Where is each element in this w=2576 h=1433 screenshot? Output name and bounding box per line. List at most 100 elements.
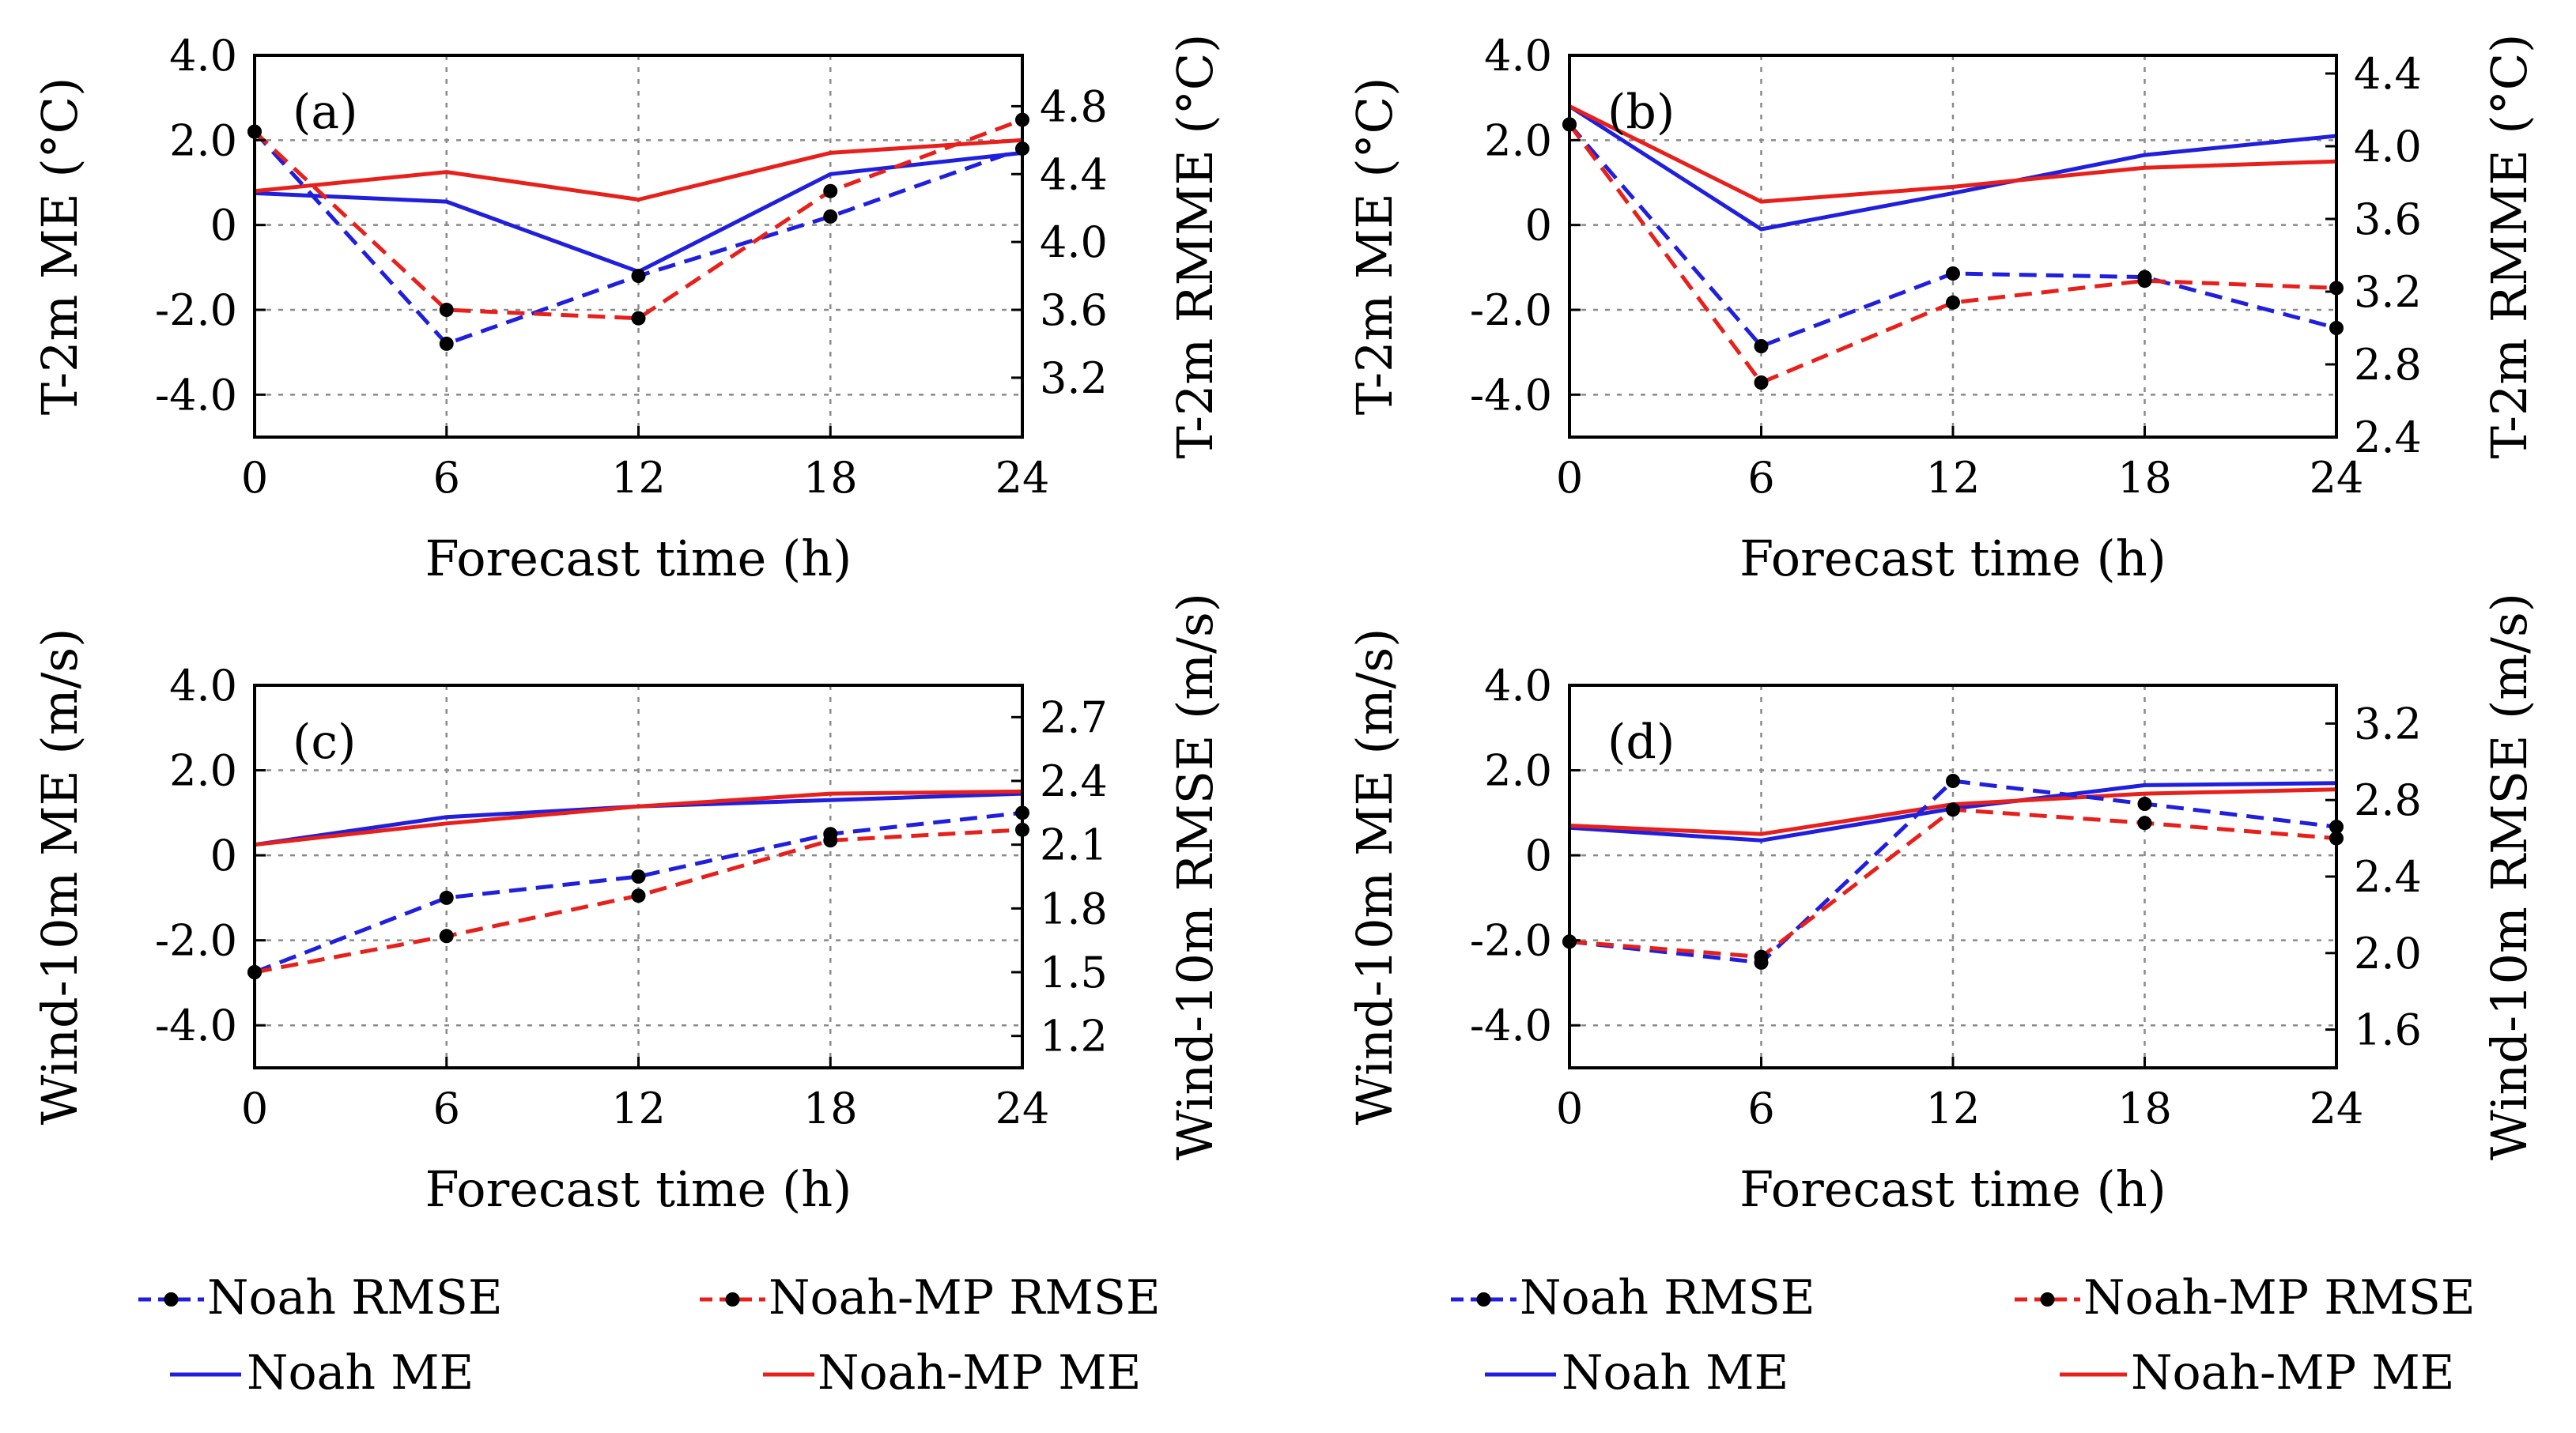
legend-marker-noah-mp-rmse	[725, 1292, 740, 1307]
y-left-tick-label: 2.0	[1484, 115, 1552, 165]
x-tick-label: 24	[995, 453, 1050, 503]
chart-panel-2: 0 6 12 18 24 4.0 2.0 0 -2.0 -4.0 4.4 4.0 3.6 3.2 2.8 2.…	[1346, 31, 2538, 587]
y-right-tick-label: 2.4	[2354, 852, 2422, 902]
y-left-tick-label: 4.0	[1484, 31, 1552, 81]
x-tick-label: 18	[2117, 1084, 2172, 1133]
chart-panel-1: 0 6 12 18 24 4.0 2.0 0 -2.0 -4.0 4.8 4.4 4.0 3.6 3.2 (a…	[31, 31, 1224, 587]
panel-label: (b)	[1607, 85, 1675, 140]
legend-label-noah-mp-rmse: Noah-MP RMSE	[769, 1270, 1161, 1326]
x-tick-label: 6	[1747, 453, 1774, 503]
data-point-noah-rmse	[1754, 339, 1769, 353]
data-point-noah-mp-rmse	[631, 311, 646, 326]
series-line-noah-mp-rmse	[253, 118, 1023, 321]
legend-label-noah-me: Noah ME	[247, 1345, 474, 1401]
y-right-tick-label: 3.2	[2354, 267, 2422, 317]
data-point-noah-rmse	[439, 890, 454, 905]
y-right-tick-label: 2.1	[1040, 820, 1108, 870]
x-tick-label: 18	[803, 1084, 858, 1133]
y-left-tick-label: -4.0	[1470, 1001, 1552, 1050]
data-point-noah-rmse	[1946, 774, 1960, 788]
legend-label-noah-me: Noah ME	[1562, 1345, 1788, 1401]
y-left-tick-label: 4.0	[169, 31, 237, 81]
y-left-axis-label: T-2m ME (°C)	[1346, 77, 1403, 416]
y-right-tick-label: 2.8	[2354, 340, 2422, 390]
legend-marker-noah-mp-rmse	[2040, 1292, 2055, 1307]
y-right-tick-label: 3.6	[2354, 194, 2422, 244]
x-axis-label: Forecast time (h)	[425, 1160, 852, 1218]
series-line-noah-mp-me	[254, 138, 1023, 202]
data-point-noah-mp-rmse	[631, 888, 646, 903]
series-line-noah-mp-me	[1568, 104, 2337, 204]
panel-label: (a)	[293, 85, 358, 140]
x-tick-label: 24	[2310, 1084, 2364, 1133]
x-tick-label: 12	[1926, 453, 1981, 503]
legend-label-noah-mp-me: Noah-MP ME	[2131, 1345, 2454, 1401]
legend-label-noah-mp-rmse: Noah-MP RMSE	[2083, 1270, 2476, 1326]
x-tick-label: 18	[803, 453, 858, 503]
x-axis-label: Forecast time (h)	[1739, 1160, 2166, 1218]
y-right-tick-label: 3.2	[1040, 353, 1108, 403]
y-right-tick-label: 3.2	[2354, 699, 2422, 749]
data-point-noah-mp-rmse	[1946, 295, 1960, 310]
data-point-noah-mp-rmse	[2137, 273, 2152, 288]
series-line-noah-mp-me	[254, 789, 1023, 847]
data-point-noah-mp-rmse	[439, 929, 454, 944]
panel-label: (d)	[1607, 715, 1675, 770]
y-right-axis-label: Wind-10m RMSE (m/s)	[1166, 593, 1224, 1160]
data-point-noah-mp-rmse	[823, 183, 838, 198]
legend-marker-noah-rmse	[1476, 1292, 1491, 1307]
x-tick-label: 0	[241, 453, 268, 503]
data-point-noah-rmse	[2137, 797, 2152, 812]
y-left-tick-label: -2.0	[155, 285, 237, 335]
y-right-tick-label: 2.7	[1040, 692, 1108, 742]
y-right-tick-label: 4.8	[1040, 81, 1108, 131]
x-tick-label: 12	[611, 453, 666, 503]
x-axis-label: Forecast time (h)	[425, 530, 852, 587]
y-right-axis-label: Wind-10m RMSE (m/s)	[2480, 593, 2538, 1160]
y-right-tick-label: 4.4	[2354, 49, 2422, 99]
chart-panel-3: 0 6 12 18 24 4.0 2.0 0 -2.0 -4.0 2.7 2.4 2.1 1.8 1.5 1.…	[31, 593, 1224, 1218]
x-tick-label: 0	[1556, 1084, 1583, 1133]
y-left-tick-label: 2.0	[169, 746, 237, 796]
x-tick-label: 24	[2310, 453, 2364, 503]
y-right-tick-label: 1.8	[1040, 884, 1108, 933]
series-line-noah-mp-rmse	[1567, 123, 2337, 385]
y-right-tick-label: 4.0	[1040, 217, 1108, 267]
y-left-tick-label: -2.0	[1470, 916, 1552, 966]
x-tick-label: 12	[611, 1084, 666, 1133]
x-tick-label: 0	[241, 1084, 268, 1133]
y-right-tick-label: 4.0	[2354, 122, 2422, 172]
data-point-noah-mp-rmse	[1946, 802, 1960, 817]
data-point-noah-rmse	[631, 269, 646, 284]
data-point-noah-rmse	[823, 209, 838, 224]
data-point-noah-rmse	[439, 336, 454, 351]
y-left-tick-label: -4.0	[155, 1001, 237, 1050]
y-left-tick-label: -4.0	[155, 370, 237, 420]
y-right-tick-label: 2.8	[2354, 775, 2422, 825]
x-tick-label: 18	[2117, 453, 2172, 503]
x-tick-label: 6	[433, 453, 460, 503]
y-right-axis-label: T-2m RMME (°C)	[2480, 34, 2538, 459]
legend-label-noah-mp-me: Noah-MP ME	[818, 1345, 1141, 1401]
y-left-tick-label: 0	[1525, 201, 1552, 251]
y-right-tick-label: 3.6	[1040, 285, 1108, 335]
y-left-tick-label: 2.0	[1484, 746, 1552, 796]
x-tick-label: 24	[995, 1084, 1050, 1133]
legend-label-noah-rmse: Noah RMSE	[207, 1270, 503, 1326]
y-right-tick-label: 1.2	[1040, 1012, 1108, 1062]
y-right-tick-label: 1.6	[2354, 1005, 2422, 1055]
y-left-tick-label: 4.0	[1484, 661, 1552, 711]
data-point-noah-rmse	[631, 869, 646, 884]
y-right-tick-label: 2.0	[2354, 929, 2422, 979]
chart-panel-4: 0 6 12 18 24 4.0 2.0 0 -2.0 -4.0 3.2 2.8 2.4 2.0 1.6 (d…	[1346, 593, 2538, 1218]
y-left-axis-label: Wind-10m ME (m/s)	[1346, 628, 1403, 1126]
data-point-noah-rmse	[1946, 266, 1960, 281]
y-left-tick-label: 0	[1525, 831, 1552, 881]
legend-label-noah-rmse: Noah RMSE	[1520, 1270, 1815, 1326]
y-right-tick-label: 4.4	[1040, 149, 1108, 199]
y-left-tick-label: -4.0	[1470, 370, 1552, 420]
legend-2: Noah RMSE Noah-MP RMSE Noah ME Noah-MP ME	[1451, 1270, 2476, 1401]
y-right-tick-label: 2.4	[2354, 413, 2422, 462]
y-left-tick-label: 0	[210, 831, 237, 881]
y-right-tick-label: 2.4	[1040, 756, 1108, 806]
